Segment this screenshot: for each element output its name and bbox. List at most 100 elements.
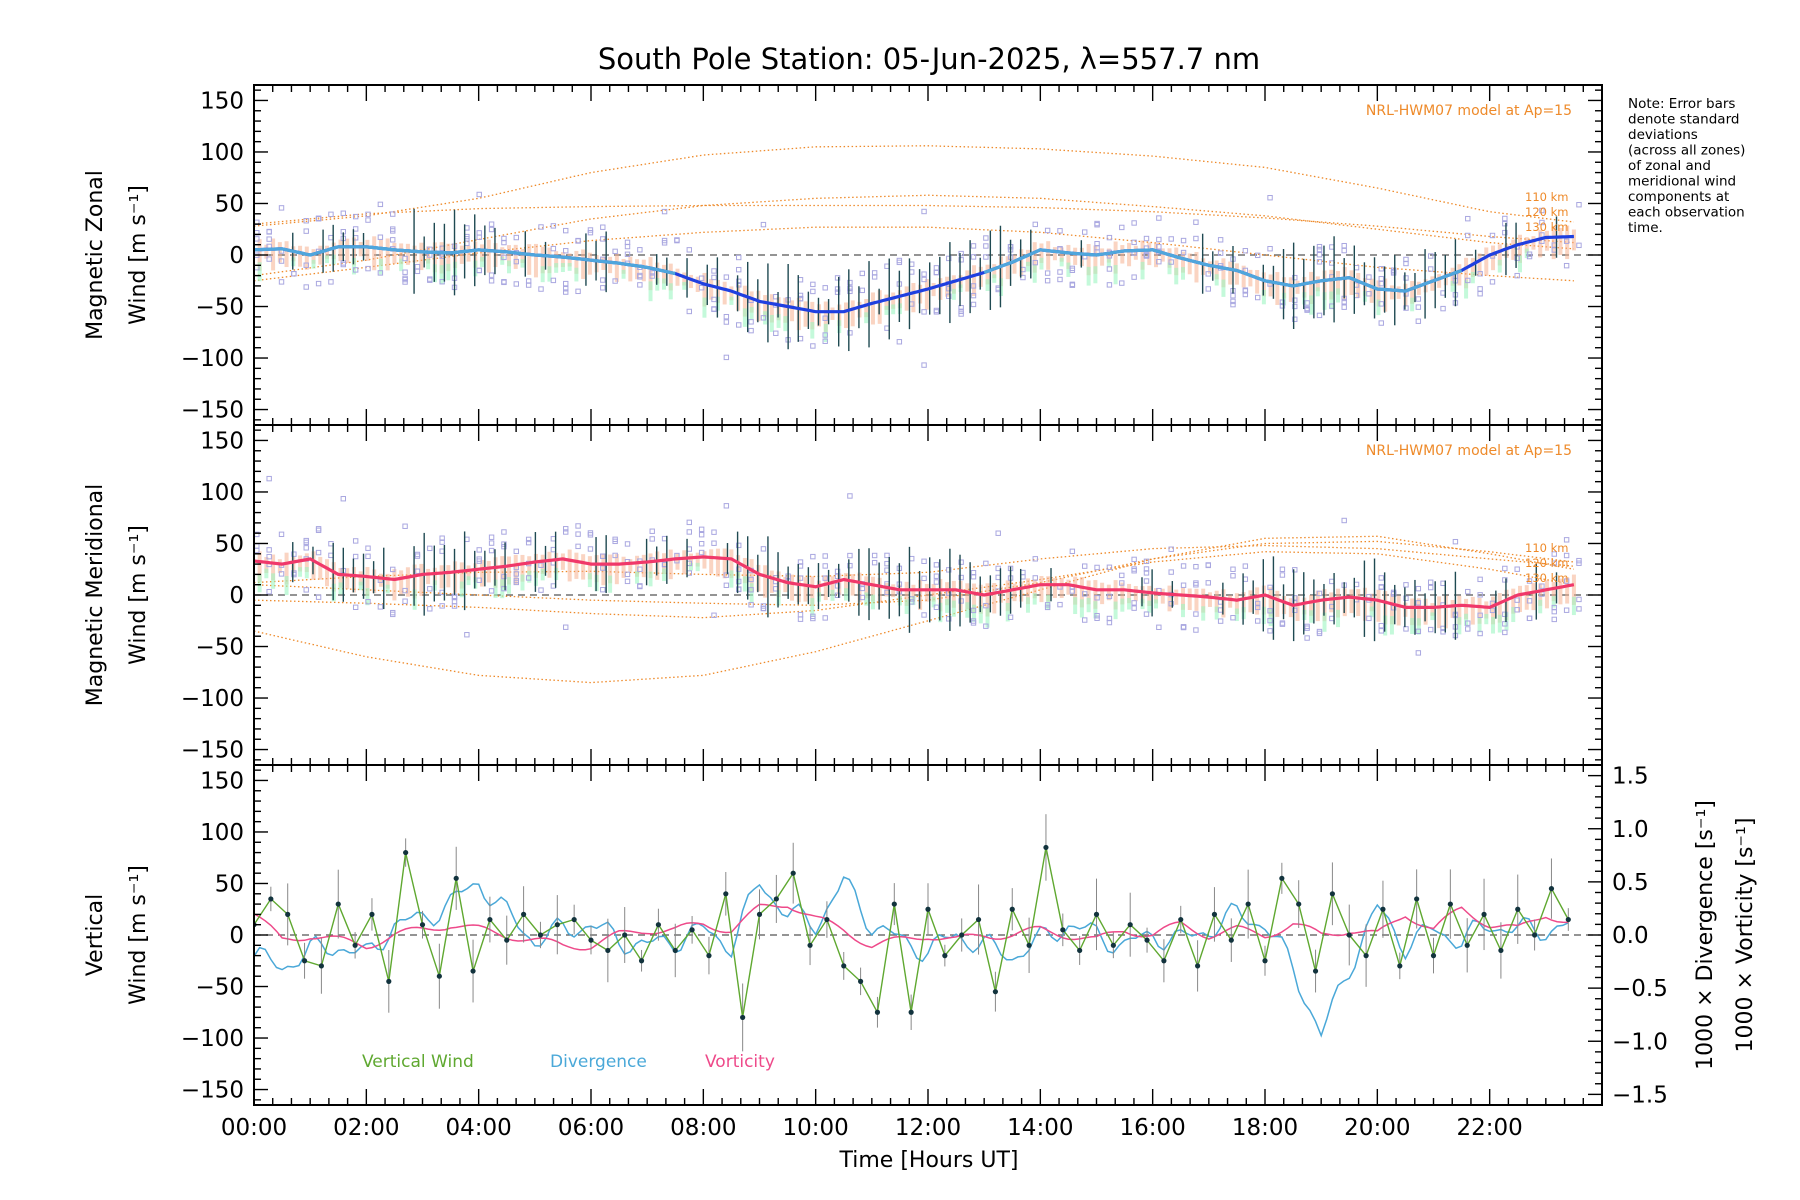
shade-bar	[311, 259, 316, 269]
scatter-point	[1329, 578, 1335, 585]
vertical-wind-point	[622, 932, 628, 938]
vertical-wind-point	[352, 942, 358, 948]
shade-bar	[1228, 261, 1233, 285]
scatter-point	[303, 284, 309, 290]
shade-bar	[715, 548, 720, 577]
scatter-point	[1489, 607, 1496, 614]
shade-bar	[581, 554, 586, 580]
shade-bar	[574, 267, 579, 282]
shade-bar	[864, 592, 869, 606]
vorticity-axis-label: 1000 × Vorticity [s⁻¹]	[1733, 818, 1758, 1053]
shade-bar	[749, 583, 754, 603]
shade-bar	[1477, 616, 1482, 633]
shade-bar	[298, 245, 303, 267]
scatter-point	[1180, 624, 1187, 630]
shade-bar	[513, 244, 518, 269]
scatter-point	[810, 553, 816, 560]
scatter-point	[1415, 304, 1422, 310]
scatter-point	[723, 313, 730, 320]
x-tick-label: 04:00	[446, 1115, 512, 1141]
shade-bar	[1349, 589, 1354, 614]
shade-bar	[500, 247, 505, 261]
y-tick-label: 0	[229, 923, 244, 949]
scatter-point	[600, 236, 606, 242]
scatter-point	[686, 519, 692, 526]
scatter-point	[1465, 626, 1471, 632]
shade-bar	[1106, 584, 1111, 601]
shade-bar	[1079, 577, 1084, 608]
scatter-point	[1254, 618, 1261, 624]
scatter-point	[1353, 264, 1360, 271]
shade-bar	[1093, 245, 1098, 274]
scatter-point	[402, 255, 408, 262]
scatter-point	[563, 624, 569, 630]
y-axis-label: Wind [m s⁻¹]	[126, 185, 151, 325]
scatter-point	[587, 227, 594, 233]
y-tick-label: 150	[200, 428, 244, 454]
scatter-point	[649, 273, 655, 279]
shade-bar	[1073, 247, 1078, 265]
shade-bar	[1160, 248, 1165, 262]
model-curve	[254, 145, 1574, 227]
shade-bar	[1430, 612, 1435, 621]
shade-bar	[1558, 227, 1563, 255]
scatter-point	[711, 274, 717, 281]
scatter-point	[1316, 252, 1323, 258]
scatter-point	[773, 330, 779, 336]
shade-bar	[1511, 588, 1516, 614]
scatter-point	[1168, 546, 1174, 552]
shade-bar	[1133, 586, 1138, 602]
scatter-point	[637, 566, 643, 572]
scatter-point	[1193, 219, 1199, 225]
shade-bar	[1356, 272, 1361, 298]
shade-bar	[298, 567, 303, 577]
vertical-wind-point	[959, 932, 965, 938]
shade-bar	[1025, 261, 1030, 272]
shade-bar	[1369, 593, 1374, 612]
vertical-wind-point	[571, 916, 577, 923]
scatter-point	[859, 287, 865, 294]
scatter-point	[1094, 222, 1100, 228]
scatter-point	[723, 572, 730, 578]
shade-bar	[1369, 278, 1374, 303]
shade-bar	[884, 582, 889, 597]
scatter-point	[550, 277, 557, 284]
shade-bar	[1477, 253, 1482, 275]
scatter-point	[563, 248, 569, 254]
scatter-point	[1489, 232, 1496, 239]
shade-bar	[1491, 596, 1496, 625]
scatter-point	[1193, 627, 1199, 633]
scatter-point	[1390, 590, 1397, 597]
scatter-point	[427, 586, 433, 592]
scatter-point	[390, 566, 396, 573]
shade-bar	[1093, 580, 1098, 609]
shade-bar	[399, 243, 404, 265]
scatter-point	[377, 201, 384, 208]
scatter-point	[1415, 628, 1422, 635]
scatter-point	[822, 332, 828, 338]
shade-bar	[1025, 597, 1030, 613]
shade-bar	[1571, 596, 1576, 616]
shade-bar	[574, 552, 579, 579]
scatter-point	[1292, 297, 1298, 303]
scatter-point	[1254, 294, 1261, 301]
scatter-point	[1205, 286, 1211, 292]
scatter-point	[711, 268, 717, 274]
y-axis-label: Magnetic Zonal	[83, 170, 108, 340]
shade-bar	[426, 246, 431, 264]
scatter-point	[711, 612, 717, 618]
scatter-point	[1057, 228, 1063, 234]
vertical-wind-point	[740, 1014, 746, 1021]
vertical-wind-point	[1481, 911, 1487, 917]
scatter-point	[513, 234, 519, 241]
shade-bar	[392, 569, 397, 601]
scatter-point	[1168, 259, 1174, 265]
shade-bar	[803, 577, 808, 602]
shade-bar	[284, 552, 289, 585]
scatter-point	[909, 261, 915, 267]
scatter-point	[871, 274, 878, 280]
scatter-point	[711, 296, 717, 303]
scatter-point	[1551, 551, 1557, 557]
scatter-point	[970, 618, 977, 624]
shade-bar	[1268, 587, 1273, 617]
